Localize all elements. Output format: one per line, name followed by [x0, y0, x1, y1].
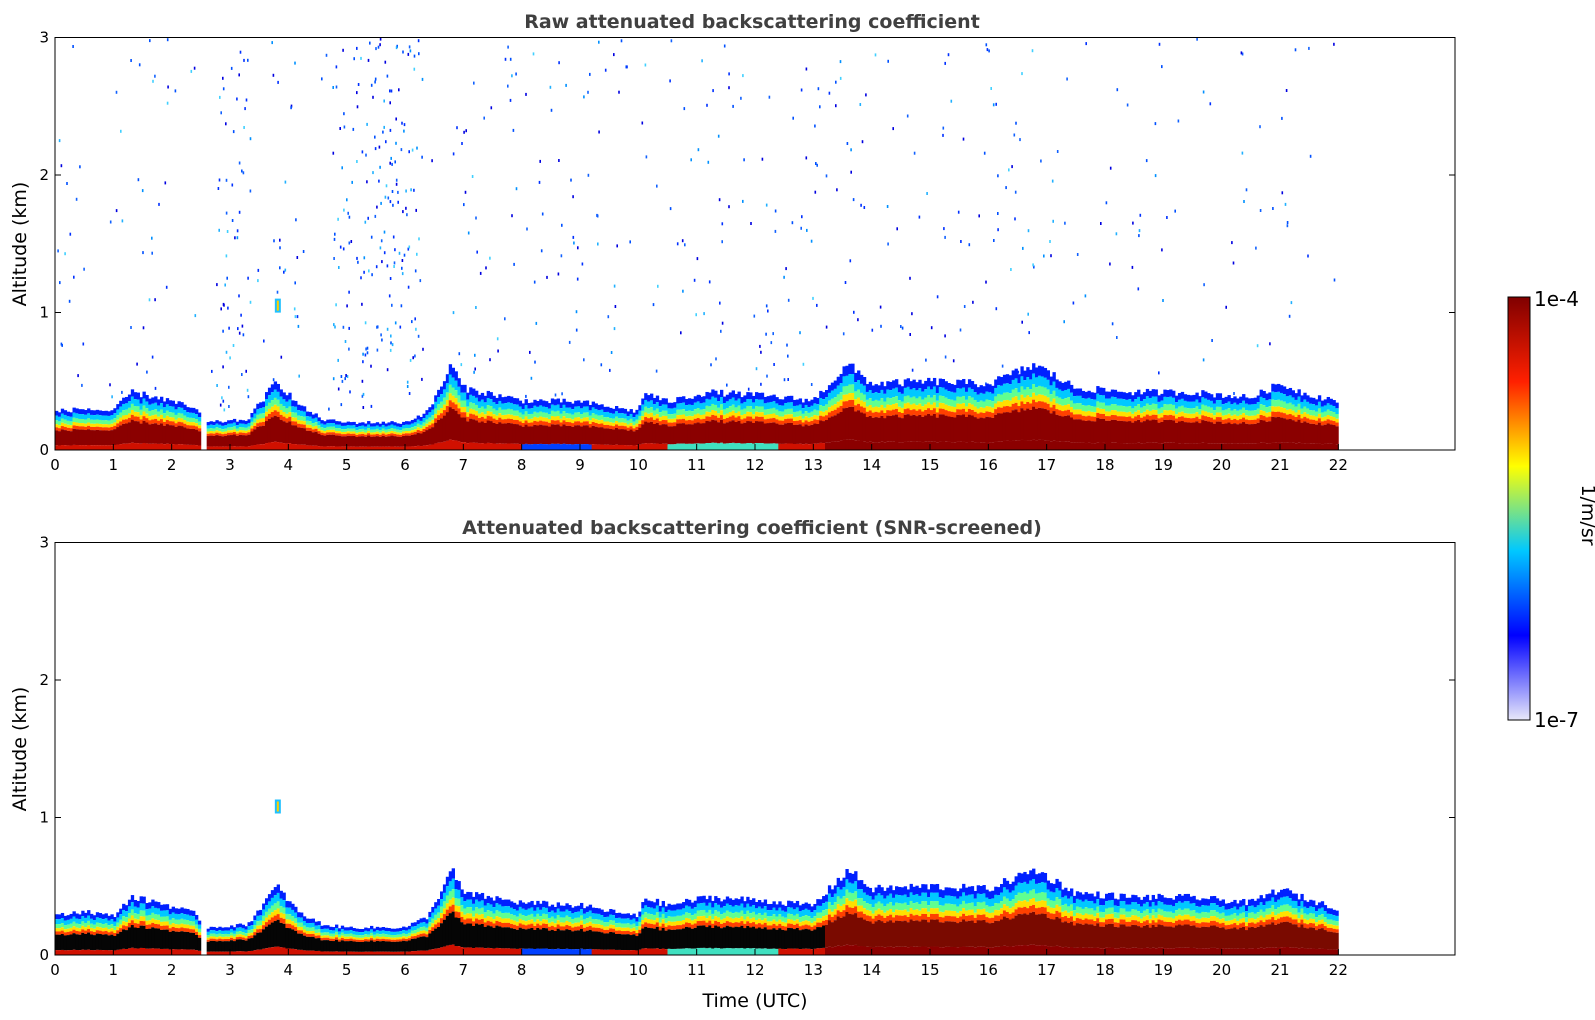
colorbar-max-label: 1e-4 — [1534, 287, 1579, 311]
x-tick-label: 1 — [109, 456, 119, 474]
x-tick-label: 12 — [745, 456, 764, 474]
x-tick-label: 11 — [687, 456, 706, 474]
x-tick-label: 22 — [1329, 961, 1348, 979]
x-tick-label: 21 — [1270, 961, 1289, 979]
y-axis-label: Altitude (km) — [9, 182, 31, 307]
x-tick-label: 0 — [50, 961, 60, 979]
x-tick-label: 22 — [1329, 456, 1348, 474]
plot-frame — [54, 542, 1456, 956]
x-tick-label: 3 — [225, 456, 235, 474]
snr-screened-panel: Attenuated backscattering coefficient (S… — [9, 517, 1456, 1012]
x-tick-label: 9 — [575, 961, 585, 979]
x-tick-label: 13 — [804, 961, 823, 979]
colorbar: 1e-4 1e-7 1/m/sr — [1507, 287, 1595, 732]
x-tick-label: 9 — [575, 456, 585, 474]
raw-backscatter-panel: Raw attenuated backscattering coefficien… — [9, 11, 1456, 474]
y-axis-label: Altitude (km) — [9, 687, 31, 812]
x-tick-label: 14 — [862, 456, 881, 474]
x-tick-label: 13 — [804, 456, 823, 474]
x-tick-label: 11 — [687, 961, 706, 979]
x-tick-label: 17 — [1037, 961, 1056, 979]
plot-area — [55, 799, 1339, 955]
x-tick-label: 6 — [400, 961, 410, 979]
x-tick-label: 16 — [979, 961, 998, 979]
plot-area — [55, 37, 1339, 450]
x-tick-label: 20 — [1212, 456, 1231, 474]
x-tick-label: 4 — [284, 961, 294, 979]
x-tick-label: 18 — [1095, 456, 1114, 474]
x-tick-label: 6 — [400, 456, 410, 474]
x-tick-label: 4 — [284, 456, 294, 474]
x-tick-label: 2 — [167, 456, 177, 474]
x-tick-label: 18 — [1095, 961, 1114, 979]
colorbar-min-label: 1e-7 — [1534, 708, 1579, 732]
y-tick-label: 0 — [39, 441, 49, 459]
x-tick-label: 15 — [920, 456, 939, 474]
x-tick-label: 5 — [342, 961, 352, 979]
y-tick-label: 2 — [39, 671, 49, 689]
x-tick-label: 10 — [629, 961, 648, 979]
y-tick-label: 0 — [39, 946, 49, 964]
x-tick-label: 19 — [1154, 961, 1173, 979]
plot-frame — [54, 37, 1456, 451]
colorbar-unit-label: 1/m/sr — [1577, 484, 1595, 545]
x-tick-label: 7 — [459, 456, 469, 474]
y-tick-label: 3 — [39, 534, 49, 552]
x-tick-label: 17 — [1037, 456, 1056, 474]
x-tick-label: 2 — [167, 961, 177, 979]
x-tick-label: 21 — [1270, 456, 1289, 474]
x-tick-label: 20 — [1212, 961, 1231, 979]
x-tick-label: 7 — [459, 961, 469, 979]
colorbar-gradient — [1507, 296, 1531, 721]
x-axis-label: Time (UTC) — [701, 990, 807, 1012]
x-tick-label: 1 — [109, 961, 119, 979]
panel-title: Raw attenuated backscattering coefficien… — [524, 11, 980, 33]
y-tick-label: 2 — [39, 166, 49, 184]
x-tick-label: 8 — [517, 961, 527, 979]
y-tick-label: 1 — [39, 809, 49, 827]
y-tick-label: 1 — [39, 304, 49, 322]
x-tick-label: 12 — [745, 961, 764, 979]
panel-title: Attenuated backscattering coefficient (S… — [462, 517, 1042, 539]
x-tick-label: 14 — [862, 961, 881, 979]
x-tick-label: 3 — [225, 961, 235, 979]
y-tick-label: 3 — [39, 29, 49, 47]
x-tick-label: 5 — [342, 456, 352, 474]
x-tick-label: 16 — [979, 456, 998, 474]
x-tick-label: 19 — [1154, 456, 1173, 474]
x-tick-label: 0 — [50, 456, 60, 474]
x-tick-label: 15 — [920, 961, 939, 979]
x-tick-label: 8 — [517, 456, 527, 474]
x-tick-label: 10 — [629, 456, 648, 474]
